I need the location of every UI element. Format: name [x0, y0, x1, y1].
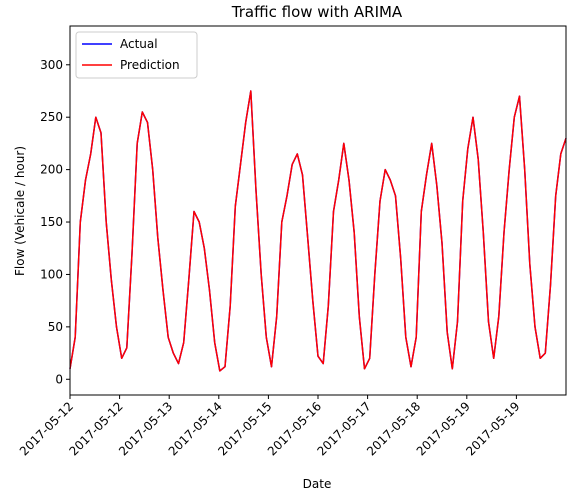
y-axis-label: Flow (Vehicale / hour)	[13, 146, 27, 276]
y-tick-label: 150	[40, 215, 63, 229]
chart-title: Traffic flow with ARIMA	[231, 3, 403, 21]
legend: Actual Prediction	[75, 31, 198, 79]
series-line-actual	[69, 90, 567, 372]
y-tick-label: 50	[48, 320, 63, 334]
plot-frame	[69, 25, 567, 396]
x-tick-label: 2017-05-19	[463, 399, 522, 458]
y-tick-label: 0	[55, 372, 63, 386]
y-tick-label: 300	[40, 58, 63, 72]
x-axis-label: Date	[303, 477, 332, 491]
series-layer	[69, 90, 567, 372]
series-line-prediction	[69, 90, 567, 372]
legend-actual-label: Actual	[120, 37, 158, 51]
axes-layer: 0501001502002503002017-05-122017-05-1220…	[17, 58, 523, 459]
y-tick-label: 100	[40, 267, 63, 281]
y-tick-label: 200	[40, 163, 63, 177]
y-tick-label: 250	[40, 110, 63, 124]
legend-prediction-label: Prediction	[120, 58, 180, 72]
